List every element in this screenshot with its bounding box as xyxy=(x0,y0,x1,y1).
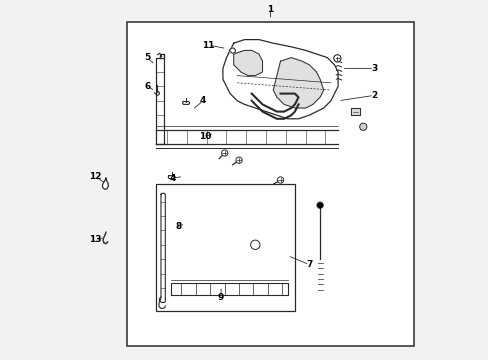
Polygon shape xyxy=(156,130,337,144)
Text: 10: 10 xyxy=(198,132,211,141)
Polygon shape xyxy=(233,50,262,76)
Text: 12: 12 xyxy=(89,172,101,181)
Text: 1: 1 xyxy=(267,4,273,13)
Text: 3: 3 xyxy=(370,64,376,73)
Circle shape xyxy=(333,55,340,62)
Polygon shape xyxy=(273,58,323,108)
Polygon shape xyxy=(159,193,165,302)
Circle shape xyxy=(235,157,242,163)
Polygon shape xyxy=(229,48,235,53)
Bar xyxy=(156,184,294,311)
Text: 6: 6 xyxy=(144,82,150,91)
Circle shape xyxy=(316,202,323,208)
Circle shape xyxy=(221,150,227,156)
Polygon shape xyxy=(168,176,175,179)
Text: 4: 4 xyxy=(169,174,175,183)
Text: 11: 11 xyxy=(202,40,214,49)
Circle shape xyxy=(359,123,366,130)
Polygon shape xyxy=(350,108,359,115)
Bar xyxy=(127,22,413,346)
Polygon shape xyxy=(170,283,287,295)
Text: 9: 9 xyxy=(218,292,224,302)
Text: 5: 5 xyxy=(144,53,150,62)
Text: 13: 13 xyxy=(89,235,101,244)
Polygon shape xyxy=(182,102,189,104)
Polygon shape xyxy=(156,58,163,144)
Circle shape xyxy=(277,177,283,183)
Text: 7: 7 xyxy=(305,260,312,269)
Polygon shape xyxy=(102,178,108,189)
Text: 4: 4 xyxy=(200,96,206,105)
Polygon shape xyxy=(223,40,337,119)
Text: 8: 8 xyxy=(176,222,182,231)
Text: 2: 2 xyxy=(370,91,376,100)
